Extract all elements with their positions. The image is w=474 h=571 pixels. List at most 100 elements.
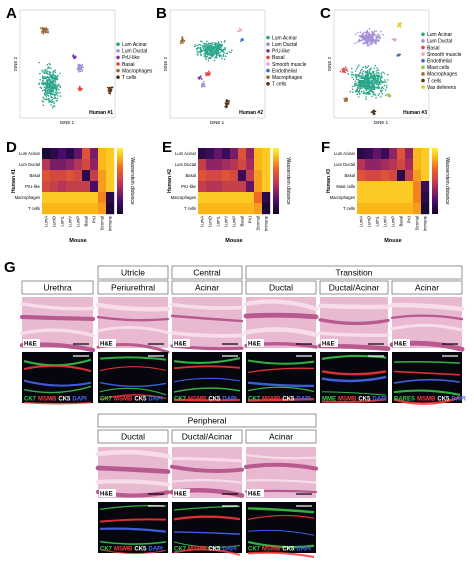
heatmap-cell bbox=[214, 203, 223, 215]
cell-dot bbox=[372, 93, 375, 96]
cell-dot bbox=[378, 35, 380, 38]
cell-dot bbox=[366, 81, 369, 84]
header-box bbox=[245, 429, 317, 444]
heatmap-cell bbox=[206, 170, 215, 182]
cell-dot bbox=[366, 66, 369, 69]
cell-dot bbox=[372, 70, 374, 73]
legend-label: Lum Acinar bbox=[122, 42, 147, 48]
cell-dot bbox=[42, 104, 45, 107]
if-signal bbox=[99, 387, 167, 396]
cell-dot bbox=[342, 67, 345, 70]
row-label: PrU-like bbox=[181, 184, 197, 189]
cell-dot bbox=[374, 87, 376, 89]
he-label: H&E bbox=[24, 342, 37, 348]
he-label-bg bbox=[247, 489, 264, 497]
cell-dot bbox=[366, 38, 369, 40]
cell-dot bbox=[371, 77, 373, 79]
cell-dot bbox=[55, 87, 57, 89]
cell-dot bbox=[203, 49, 205, 52]
cell-dot bbox=[56, 97, 59, 100]
cell-dot bbox=[199, 44, 201, 46]
cell-dot bbox=[45, 72, 47, 74]
cell-dot bbox=[379, 89, 382, 92]
panel-label: F bbox=[321, 139, 330, 156]
heatmap-cell bbox=[421, 181, 430, 193]
he-label-bg bbox=[173, 339, 190, 347]
cell-dot bbox=[347, 73, 350, 75]
cell-dot bbox=[44, 70, 47, 73]
cell-dot bbox=[220, 50, 223, 52]
column-label: Immune bbox=[423, 215, 428, 231]
heatmap-cell bbox=[262, 203, 271, 215]
legend-label: Macrophages bbox=[272, 75, 303, 81]
cell-dot bbox=[380, 72, 383, 74]
cell-dot bbox=[345, 66, 347, 68]
row-label: Macrophages bbox=[330, 195, 355, 200]
heatmap-cell bbox=[254, 170, 263, 182]
legend-swatch bbox=[116, 62, 120, 66]
cell-dot bbox=[381, 80, 383, 83]
cell-dot bbox=[208, 72, 211, 74]
header-title: Utricle bbox=[121, 268, 145, 278]
cell-dot bbox=[42, 31, 45, 33]
cell-dot bbox=[369, 87, 371, 89]
cell-dot bbox=[200, 53, 202, 56]
cell-dot bbox=[370, 41, 373, 44]
legend-label: T cells bbox=[272, 82, 287, 88]
cell-dot bbox=[228, 100, 230, 102]
column-label: LumD bbox=[367, 216, 372, 227]
cell-dot bbox=[49, 86, 52, 88]
cell-dot bbox=[352, 73, 354, 76]
cell-dot bbox=[372, 109, 375, 112]
he-tissue bbox=[20, 302, 95, 311]
stain-label: CK7 bbox=[100, 547, 113, 553]
cell-dot bbox=[205, 42, 207, 45]
cell-dot bbox=[374, 113, 376, 115]
cell-dot bbox=[366, 75, 369, 78]
row-label: T cells bbox=[343, 206, 355, 211]
panel-label: C bbox=[320, 5, 331, 22]
cell-dot bbox=[386, 84, 388, 87]
cell-dot bbox=[367, 77, 369, 79]
cell-dot bbox=[219, 48, 222, 51]
heatmap-cell bbox=[373, 170, 382, 182]
cell-dot bbox=[359, 70, 362, 72]
stain-label: CK5 bbox=[282, 397, 295, 403]
stain-label: DAPI bbox=[222, 397, 237, 403]
heatmap-cell bbox=[222, 170, 231, 182]
cell-dot bbox=[52, 85, 54, 87]
heatmap-cell bbox=[246, 181, 255, 193]
stain-label: MSMB bbox=[114, 397, 133, 403]
cell-dot bbox=[346, 70, 349, 72]
heatmap-cell bbox=[421, 203, 430, 215]
heatmap-cell bbox=[206, 192, 215, 204]
cell-dot bbox=[380, 87, 383, 89]
cell-dot bbox=[72, 56, 75, 58]
he-tissue bbox=[317, 303, 391, 310]
cell-dot bbox=[379, 37, 382, 39]
cell-dot bbox=[206, 45, 209, 48]
cell-dot bbox=[54, 81, 57, 83]
if-signal bbox=[23, 401, 92, 405]
cell-dot bbox=[50, 67, 52, 69]
heatmap-cell bbox=[365, 192, 374, 204]
cell-dot bbox=[377, 94, 380, 97]
cell-dot bbox=[355, 78, 358, 80]
heatmap-cell bbox=[58, 192, 67, 204]
cell-dot bbox=[371, 95, 374, 98]
heatmap-cell bbox=[262, 148, 271, 160]
cell-dot bbox=[354, 91, 357, 93]
cell-dot bbox=[181, 36, 183, 39]
cell-dot bbox=[48, 90, 51, 92]
heatmap-cell bbox=[262, 170, 271, 182]
panel-label: A bbox=[6, 5, 17, 22]
heatmap-cell bbox=[58, 170, 67, 182]
legend-label: Lum Ductal bbox=[122, 49, 147, 55]
cell-dot bbox=[370, 90, 373, 93]
heatmap-cell bbox=[90, 148, 99, 160]
heatmap-cell bbox=[42, 170, 51, 182]
cell-dot bbox=[57, 74, 59, 77]
if-image bbox=[246, 352, 316, 403]
row-label: T cells bbox=[28, 206, 40, 211]
y-axis-label: Human #3 bbox=[326, 169, 332, 193]
